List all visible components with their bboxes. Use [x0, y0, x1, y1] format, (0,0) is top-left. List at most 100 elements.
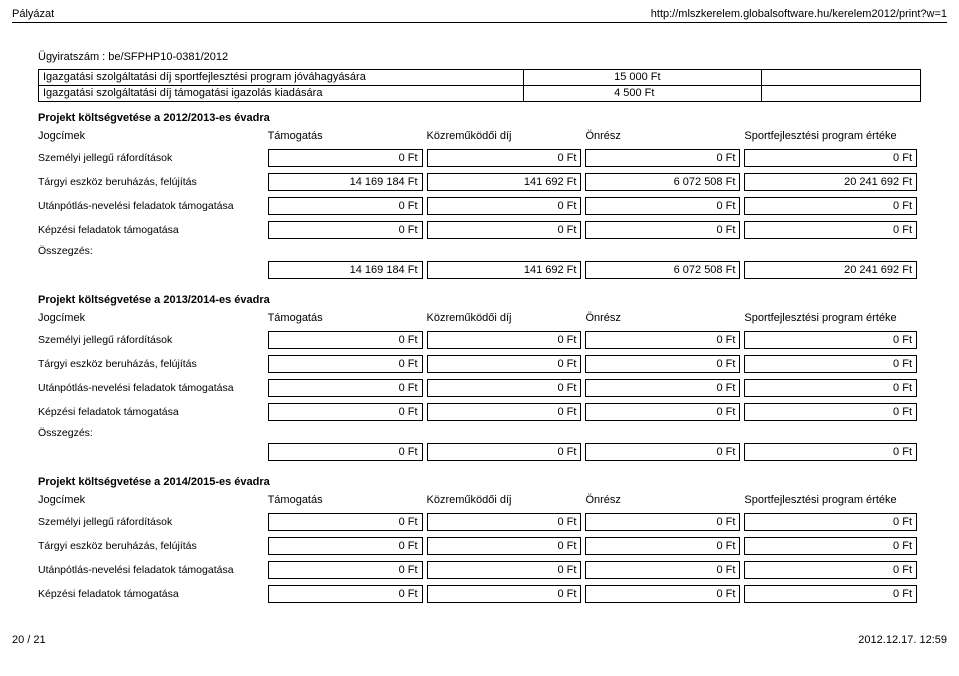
value-cell: 0 Ft	[744, 221, 917, 239]
value-cell: 0 Ft	[585, 403, 740, 421]
value-cell: 0 Ft	[268, 149, 423, 167]
section-title: Projekt költségvetése a 2012/2013-es éva…	[38, 112, 921, 124]
value-cell: 0 Ft	[427, 561, 582, 579]
budget-table: JogcímekTámogatásKözreműködői díjÖnrészS…	[38, 128, 921, 280]
row-label: Képzési feladatok támogatása	[38, 402, 268, 422]
value-cell: 0 Ft	[427, 513, 582, 531]
budget-section: Projekt költségvetése a 2014/2015-es éva…	[38, 476, 921, 604]
table-row: Képzési feladatok támogatása0 Ft0 Ft0 Ft…	[38, 584, 921, 604]
column-header: Jogcímek	[38, 128, 268, 144]
column-header: Önrész	[585, 128, 744, 144]
value-cell: 0 Ft	[585, 221, 740, 239]
summary-cell: 0 Ft	[427, 443, 582, 461]
column-header: Támogatás	[268, 128, 427, 144]
row-label: Utánpótlás-nevelési feladatok támogatása	[38, 560, 268, 580]
value-cell: 0 Ft	[744, 537, 917, 555]
value-cell: 0 Ft	[427, 197, 582, 215]
table-row: Utánpótlás-nevelési feladatok támogatása…	[38, 378, 921, 398]
value-cell: 0 Ft	[585, 331, 740, 349]
value-cell: 14 169 184 Ft	[268, 173, 423, 191]
doc-title-left: Pályázat	[12, 8, 54, 20]
value-cell: 0 Ft	[744, 513, 917, 531]
value-cell: 0 Ft	[585, 585, 740, 603]
fee-value: 4 500 Ft	[524, 86, 762, 102]
fee-pad	[762, 70, 921, 86]
summary-row: 14 169 184 Ft141 692 Ft6 072 508 Ft20 24…	[38, 260, 921, 280]
summary-cell: 0 Ft	[268, 443, 423, 461]
value-cell: 0 Ft	[585, 561, 740, 579]
column-header: Sportfejlesztési program értéke	[744, 492, 921, 508]
column-header: Közreműködői díj	[427, 492, 586, 508]
top-divider	[12, 22, 947, 23]
value-cell: 0 Ft	[268, 403, 423, 421]
value-cell: 0 Ft	[427, 331, 582, 349]
value-cell: 0 Ft	[268, 585, 423, 603]
table-row: Képzési feladatok támogatása0 Ft0 Ft0 Ft…	[38, 402, 921, 422]
budget-table: JogcímekTámogatásKözreműködői díjÖnrészS…	[38, 310, 921, 462]
case-number: Ügyiratszám : be/SFPHP10-0381/2012	[38, 51, 921, 63]
value-cell: 0 Ft	[427, 221, 582, 239]
summary-spacer	[38, 260, 268, 280]
value-cell: 0 Ft	[585, 513, 740, 531]
summary-label: Összegzés:	[38, 240, 921, 260]
column-header: Önrész	[585, 310, 744, 326]
footer-page: 20 / 21	[12, 634, 46, 646]
row-label: Tárgyi eszköz beruházás, felújítás	[38, 172, 268, 192]
value-cell: 0 Ft	[427, 403, 582, 421]
summary-cell: 6 072 508 Ft	[585, 261, 740, 279]
value-cell: 0 Ft	[268, 331, 423, 349]
value-cell: 0 Ft	[585, 149, 740, 167]
column-header: Sportfejlesztési program értéke	[744, 128, 921, 144]
row-label: Tárgyi eszköz beruházás, felújítás	[38, 354, 268, 374]
value-cell: 0 Ft	[427, 355, 582, 373]
value-cell: 0 Ft	[268, 197, 423, 215]
row-label: Személyi jellegű ráfordítások	[38, 148, 268, 168]
value-cell: 0 Ft	[744, 331, 917, 349]
footer-date: 2012.12.17. 12:59	[858, 634, 947, 646]
summary-cell: 0 Ft	[744, 443, 917, 461]
row-label: Tárgyi eszköz beruházás, felújítás	[38, 536, 268, 556]
value-cell: 0 Ft	[268, 379, 423, 397]
column-header: Jogcímek	[38, 492, 268, 508]
value-cell: 0 Ft	[585, 379, 740, 397]
column-header: Közreműködői díj	[427, 128, 586, 144]
budget-section: Projekt költségvetése a 2012/2013-es éva…	[38, 112, 921, 280]
value-cell: 0 Ft	[744, 379, 917, 397]
row-label: Képzési feladatok támogatása	[38, 220, 268, 240]
summary-row: 0 Ft0 Ft0 Ft0 Ft	[38, 442, 921, 462]
table-row: Személyi jellegű ráfordítások0 Ft0 Ft0 F…	[38, 512, 921, 532]
column-header: Önrész	[585, 492, 744, 508]
value-cell: 0 Ft	[744, 585, 917, 603]
summary-label: Összegzés:	[38, 422, 921, 442]
fee-row: Igazgatási szolgáltatási díj sportfejles…	[39, 70, 921, 86]
table-row: Tárgyi eszköz beruházás, felújítás 0 Ft 0 …	[38, 354, 921, 374]
summary-spacer	[38, 442, 268, 462]
value-cell: 0 Ft	[744, 197, 917, 215]
fee-label: Igazgatási szolgáltatási díj támogatási …	[39, 86, 524, 102]
value-cell: 0 Ft	[268, 221, 423, 239]
doc-url-right: http://mlszkerelem.globalsoftware.hu/ker…	[651, 8, 947, 20]
fee-row: Igazgatási szolgáltatási díj támogatási …	[39, 86, 921, 102]
section-title: Projekt költségvetése a 2013/2014-es éva…	[38, 294, 921, 306]
budget-table: JogcímekTámogatásKözreműködői díjÖnrészS…	[38, 492, 921, 604]
value-cell: 0 Ft	[268, 537, 423, 555]
summary-cell: 20 241 692 Ft	[744, 261, 917, 279]
value-cell: 0 Ft	[268, 561, 423, 579]
value-cell: 0 Ft	[427, 149, 582, 167]
value-cell: 0 Ft	[744, 355, 917, 373]
row-label: Képzési feladatok támogatása	[38, 584, 268, 604]
value-cell: 0 Ft	[427, 585, 582, 603]
row-label: Utánpótlás-nevelési feladatok támogatása	[38, 378, 268, 398]
fee-value: 15 000 Ft	[524, 70, 762, 86]
budget-section: Projekt költségvetése a 2013/2014-es éva…	[38, 294, 921, 462]
column-header: Jogcímek	[38, 310, 268, 326]
column-header: Támogatás	[268, 310, 427, 326]
table-row: Képzési feladatok támogatása0 Ft0 Ft0 Ft…	[38, 220, 921, 240]
fee-pad	[762, 86, 921, 102]
table-row: Utánpótlás-nevelési feladatok támogatása…	[38, 560, 921, 580]
value-cell: 0 Ft	[427, 379, 582, 397]
value-cell: 20 241 692 Ft	[744, 173, 917, 191]
value-cell: 0 Ft	[744, 149, 917, 167]
fee-label: Igazgatási szolgáltatási díj sportfejles…	[39, 70, 524, 86]
row-label: Utánpótlás-nevelési feladatok támogatása	[38, 196, 268, 216]
